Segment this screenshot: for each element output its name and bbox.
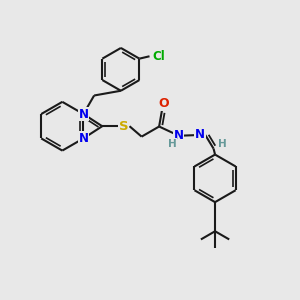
Text: S: S [119,120,128,133]
Text: N: N [78,132,88,145]
Text: H: H [168,139,176,149]
Text: N: N [195,128,205,142]
Text: Cl: Cl [152,50,165,63]
Text: N: N [173,129,184,142]
Text: O: O [158,98,169,110]
Text: N: N [78,107,88,121]
Text: H: H [218,139,227,149]
